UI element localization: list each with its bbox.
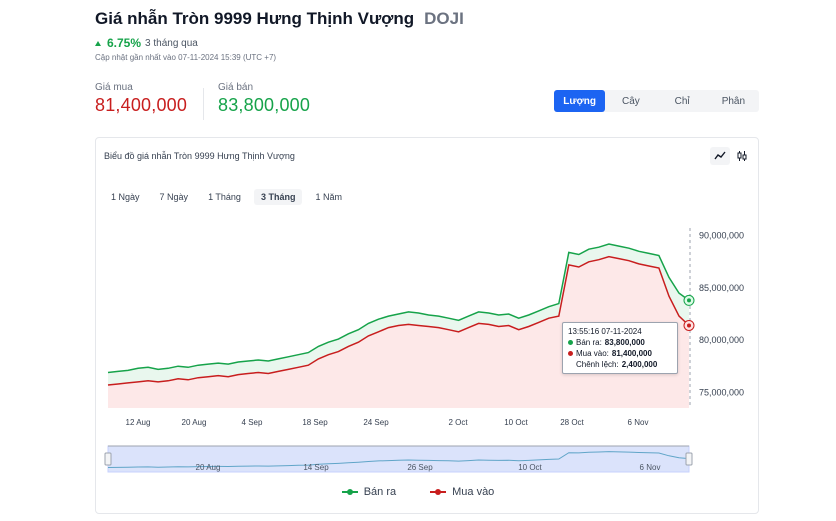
price-divider: [203, 88, 204, 120]
range-tab-1-day[interactable]: 1 Ngày: [111, 192, 140, 202]
sell-price-block: Giá bán 83,800,000: [218, 82, 310, 116]
x-tick-label: 10 Oct: [504, 418, 528, 427]
tooltip-diff-label: Chênh lệch:: [576, 360, 619, 369]
tooltip-time: 13:55:16 07-11-2024: [568, 327, 642, 336]
y-tick-label: 80,000,000: [699, 335, 744, 345]
unit-tab-luong[interactable]: Lượng: [554, 90, 606, 112]
unit-tab-chi[interactable]: Chỉ: [674, 95, 690, 107]
range-tab-1-month[interactable]: 1 Tháng: [208, 192, 241, 202]
x-tick-label: 2 Oct: [448, 418, 468, 427]
chart-tooltip: 13:55:16 07-11-2024 Bán ra: 83,800,000 M…: [562, 322, 678, 374]
tooltip-buy-dot: [568, 351, 573, 356]
last-updated: Cập nhật gần nhất vào 07-11-2024 15:39 (…: [95, 53, 277, 62]
candlestick-icon: [737, 151, 747, 161]
candlestick-button[interactable]: [732, 147, 752, 165]
sell-price-label: Giá bán: [218, 82, 254, 93]
y-tick-label: 90,000,000: [699, 231, 744, 241]
tooltip-sell-dot: [568, 340, 573, 345]
x-tick-label: 4 Sep: [242, 418, 263, 427]
buy-price-block: Giá mua 81,400,000: [95, 82, 187, 116]
price-change: 6.75% 3 tháng qua: [95, 36, 198, 50]
change-period: 3 tháng qua: [145, 37, 198, 49]
navigator-tick-label: 26 Sep: [407, 463, 433, 472]
tooltip-buy-value: 81,400,000: [611, 349, 652, 358]
line-chart-icon: [714, 151, 726, 160]
buy-area: [108, 256, 689, 408]
range-tabs: 1 Ngày 7 Ngày 1 Tháng 3 Tháng 1 Năm: [104, 189, 349, 205]
navigator-tick-label: 10 Oct: [518, 463, 542, 472]
brand-name: DOJI: [424, 9, 464, 28]
range-tab-7-days[interactable]: 7 Ngày: [159, 192, 189, 202]
legend-buy-marker: [430, 489, 447, 495]
unit-tabs: Lượng Cây Chỉ Phân: [554, 90, 759, 112]
x-tick-label: 12 Aug: [126, 418, 151, 427]
x-tick-label: 20 Aug: [182, 418, 207, 427]
navigator-left-handle: [104, 452, 112, 466]
navigator-series-line: [107, 451, 690, 468]
x-tick-label: 28 Oct: [560, 418, 584, 427]
tooltip-diff-value: 2,400,000: [621, 360, 658, 369]
triangle-up-icon: [95, 40, 101, 46]
page-title: Giá nhẫn Tròn 9999 Hưng Thịnh Vượng: [95, 9, 415, 28]
tooltip-sell-label: Bán ra:: [576, 338, 602, 347]
page-header: Giá nhẫn Tròn 9999 Hưng Thịnh Vượng DOJI: [95, 9, 464, 29]
sell-price-value: 83,800,000: [218, 95, 311, 115]
chart-title: Biểu đồ giá nhẫn Tròn 9999 Hưng Thịnh Vư…: [104, 151, 295, 161]
navigator-window: [107, 445, 690, 473]
unit-tab-phan[interactable]: Phân: [721, 95, 746, 107]
range-tab-3-months[interactable]: 3 Tháng: [253, 189, 303, 205]
legend-buy-label: Mua vào: [452, 486, 495, 498]
tooltip-sell-value: 83,800,000: [604, 338, 645, 347]
buy-end-point-core: [687, 323, 691, 328]
navigator-tick-label: 14 Sep: [303, 463, 329, 472]
legend-sell-label: Bán ra: [363, 486, 397, 498]
legend-sell-marker: [341, 489, 358, 495]
x-tick-label: 18 Sep: [302, 418, 328, 427]
buy-price-label: Giá mua: [95, 82, 133, 93]
range-tab-1-year[interactable]: 1 Năm: [315, 192, 342, 202]
line-chart-button[interactable]: [710, 147, 730, 165]
chart-card: Biểu đồ giá nhẫn Tròn 9999 Hưng Thịnh Vư…: [95, 137, 759, 514]
tooltip-buy-label: Mua vào:: [576, 349, 609, 358]
chart-legend: Bán ra Mua vào: [0, 486, 836, 498]
unit-tab-cay[interactable]: Cây: [621, 95, 640, 107]
legend-item-buy[interactable]: Mua vào: [430, 486, 494, 498]
change-percent: 6.75%: [107, 36, 142, 50]
x-tick-label: 6 Nov: [628, 418, 649, 427]
buy-price-value: 81,400,000: [95, 95, 188, 115]
sell-series-line: [107, 243, 690, 374]
y-tick-label: 75,000,000: [699, 387, 744, 397]
x-tick-label: 24 Sep: [363, 418, 389, 427]
navigator-right-handle: [685, 452, 693, 466]
sell-end-point-core: [687, 298, 691, 303]
buy-series-line: [107, 255, 690, 386]
navigator-tick-label: 6 Nov: [640, 463, 661, 472]
legend-item-sell[interactable]: Bán ra: [341, 486, 397, 498]
navigator-tick-label: 20 Aug: [196, 463, 221, 472]
y-tick-label: 85,000,000: [699, 283, 744, 293]
